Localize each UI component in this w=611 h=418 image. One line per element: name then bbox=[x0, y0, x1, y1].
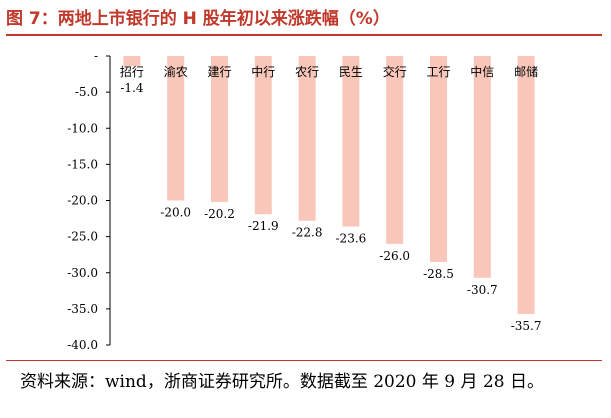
data-label: -23.6 bbox=[336, 232, 367, 246]
y-tick-label: -5.0 bbox=[75, 85, 98, 99]
bar bbox=[123, 56, 141, 67]
bar bbox=[430, 56, 447, 262]
category-label: 中信 bbox=[470, 64, 494, 79]
category-label: 建行 bbox=[207, 65, 231, 79]
bar bbox=[298, 56, 316, 221]
data-label: -20.2 bbox=[204, 207, 235, 221]
y-tick-label: -10.0 bbox=[67, 121, 98, 135]
data-labels: -1.4-20.0 -20.2-21.9 -22.8 -23.6-26.0-28.5-… bbox=[120, 81, 541, 333]
bar bbox=[342, 56, 360, 227]
bar bbox=[517, 56, 535, 314]
bars bbox=[123, 56, 535, 314]
y-axis-ticks: - -5.0 -10.0 -15.0 -20.0 -25.0 -30.0 -35.0 -40.0 bbox=[67, 49, 110, 352]
y-tick-label: -40.0 bbox=[67, 338, 98, 352]
y-tick-label: -15.0 bbox=[67, 157, 98, 171]
source-rule bbox=[6, 360, 602, 361]
source-note: 资料来源：wind，浙商证券研究所。数据截至 2020 年 9 月 28 日。 bbox=[20, 372, 544, 392]
chart-title: 图 7：两地上市银行的 H 股年初以来涨跌幅（%） bbox=[6, 9, 390, 29]
title-rule bbox=[6, 34, 602, 36]
bar bbox=[473, 56, 491, 278]
category-label: 渝农 bbox=[164, 64, 188, 79]
category-label: 交行 bbox=[383, 64, 407, 79]
y-tick-label: - bbox=[94, 49, 98, 63]
bar bbox=[254, 56, 272, 215]
category-label: 中行 bbox=[251, 64, 275, 79]
bar bbox=[211, 56, 228, 202]
data-label: -21.9 bbox=[248, 219, 279, 233]
category-label: 邮储 bbox=[514, 64, 538, 79]
category-label: 工行 bbox=[426, 65, 450, 79]
data-label: -28.5 bbox=[423, 267, 454, 281]
data-label: -35.7 bbox=[511, 319, 542, 333]
bar bbox=[386, 56, 404, 244]
data-label: -30.7 bbox=[467, 283, 498, 297]
data-label: -1.4 bbox=[120, 81, 144, 95]
data-label: -20.0 bbox=[160, 206, 191, 220]
category-label: 农行 bbox=[295, 65, 319, 79]
category-label: 民生 bbox=[339, 65, 363, 79]
category-labels: 招行 渝农 建行 中行 农行 民生 交行 工行 中信 邮储 bbox=[120, 64, 538, 79]
bar bbox=[167, 56, 185, 201]
category-label: 招行 bbox=[120, 65, 144, 79]
y-tick-label: -30.0 bbox=[67, 266, 98, 280]
y-tick-label: -20.0 bbox=[67, 194, 98, 208]
data-label: -22.8 bbox=[292, 226, 323, 240]
data-label: -26.0 bbox=[379, 249, 410, 263]
y-tick-label: -25.0 bbox=[67, 230, 98, 244]
y-tick-label: -35.0 bbox=[67, 302, 98, 316]
